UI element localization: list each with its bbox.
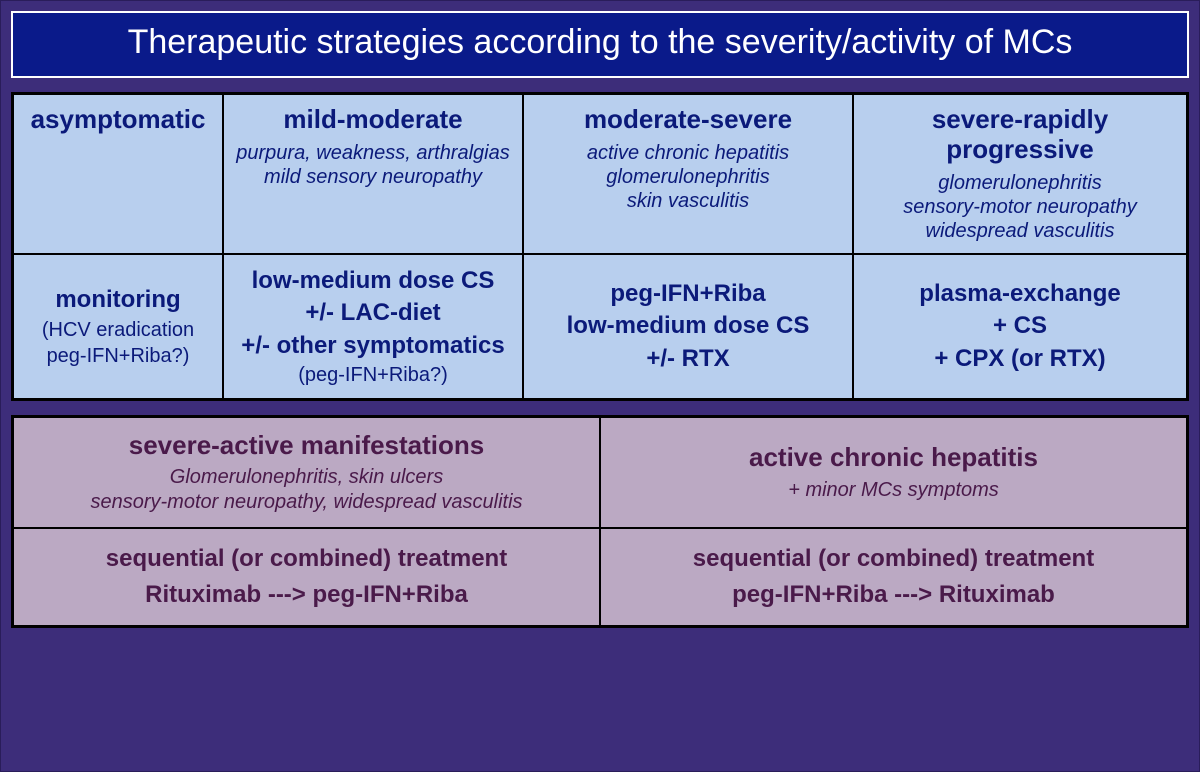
diagram-container: Therapeutic strategies according to the … — [0, 0, 1200, 772]
spacer-1 — [11, 78, 1189, 92]
treatment-sub: (HCV eradicationpeg-IFN+Riba?) — [42, 317, 194, 369]
header-severe-progressive: severe-rapidly progressive glomeruloneph… — [853, 94, 1187, 254]
treatment-sub: (peg-IFN+Riba?) — [298, 362, 448, 388]
spacer-2 — [11, 401, 1189, 415]
treatment-main: plasma-exchange+ CS+ CPX (or RTX) — [919, 278, 1120, 375]
treatment-main: low-medium dose CS+/- LAC-diet+/- other … — [241, 265, 504, 362]
header-asymptomatic: asymptomatic — [13, 94, 223, 254]
treatment-moderate-severe: peg-IFN+Ribalow-medium dose CS+/- RTX — [523, 254, 853, 399]
treatment-main: peg-IFN+Ribalow-medium dose CS+/- RTX — [567, 278, 810, 375]
bottom-header-sub: + minor MCs symptoms — [788, 478, 999, 503]
severity-table: asymptomatic mild-moderate purpura, weak… — [11, 92, 1189, 401]
header-moderate-severe: moderate-severe active chronic hepatitis… — [523, 94, 853, 254]
bottom-treatment-main: sequential (or combined) treatmentpeg-IF… — [693, 541, 1094, 613]
treatment-asymptomatic: monitoring (HCV eradicationpeg-IFN+Riba?… — [13, 254, 223, 399]
bottom-treatment-main: sequential (or combined) treatmentRituxi… — [106, 541, 507, 613]
treatment-mild-moderate: low-medium dose CS+/- LAC-diet+/- other … — [223, 254, 523, 399]
bottom-header-sub: Glomerulonephritis, skin ulcerssensory-m… — [90, 465, 522, 515]
sequential-table: severe-active manifestations Glomerulone… — [11, 415, 1189, 628]
bottom-header-label: active chronic hepatitis — [749, 442, 1038, 473]
header-label: severe-rapidly progressive — [862, 105, 1178, 165]
treatment-severe-progressive: plasma-exchange+ CS+ CPX (or RTX) — [853, 254, 1187, 399]
header-label: asymptomatic — [31, 105, 206, 135]
page-title: Therapeutic strategies according to the … — [11, 11, 1189, 78]
header-sub: glomerulonephritissensory-motor neuropat… — [903, 171, 1136, 243]
bottom-header-label: severe-active manifestations — [129, 430, 485, 461]
header-mild-moderate: mild-moderate purpura, weakness, arthral… — [223, 94, 523, 254]
header-label: moderate-severe — [584, 105, 792, 135]
header-severe-active: severe-active manifestations Glomerulone… — [13, 417, 600, 528]
header-sub: active chronic hepatitisglomerulonephrit… — [587, 141, 789, 213]
treatment-rtx-first: sequential (or combined) treatmentRituxi… — [13, 528, 600, 626]
treatment-main: monitoring — [55, 284, 180, 316]
header-sub: purpura, weakness, arthralgiasmild senso… — [236, 141, 509, 189]
header-label: mild-moderate — [283, 105, 462, 135]
treatment-ifn-first: sequential (or combined) treatmentpeg-IF… — [600, 528, 1187, 626]
header-active-hepatitis: active chronic hepatitis + minor MCs sym… — [600, 417, 1187, 528]
